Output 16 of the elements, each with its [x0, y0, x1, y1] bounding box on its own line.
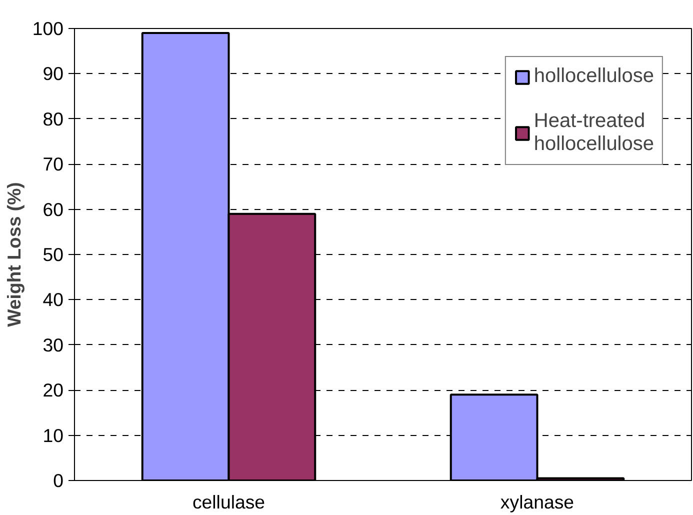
y-tick-label: 50: [42, 244, 64, 265]
x-tick-label: xylanase: [500, 492, 574, 512]
y-tick-label: 100: [32, 18, 64, 39]
y-tick-label: 30: [42, 334, 64, 356]
legend-label: hollocellulose: [534, 65, 654, 88]
y-tick-label: 90: [42, 63, 64, 84]
y-tick-label: 0: [53, 470, 64, 491]
y-tick-label: 10: [42, 424, 64, 446]
y-tick-label: 80: [42, 108, 64, 130]
x-tick-label: cellulase: [192, 492, 266, 512]
y-tick-label: 60: [42, 198, 64, 220]
y-tick-label: 40: [42, 289, 64, 310]
legend-label: Heat-treated hollocellulose: [534, 110, 654, 156]
y-tick-label: 20: [42, 380, 64, 401]
y-tick-label: 70: [42, 154, 64, 175]
y-axis-title: Weight Loss (%): [3, 182, 24, 327]
